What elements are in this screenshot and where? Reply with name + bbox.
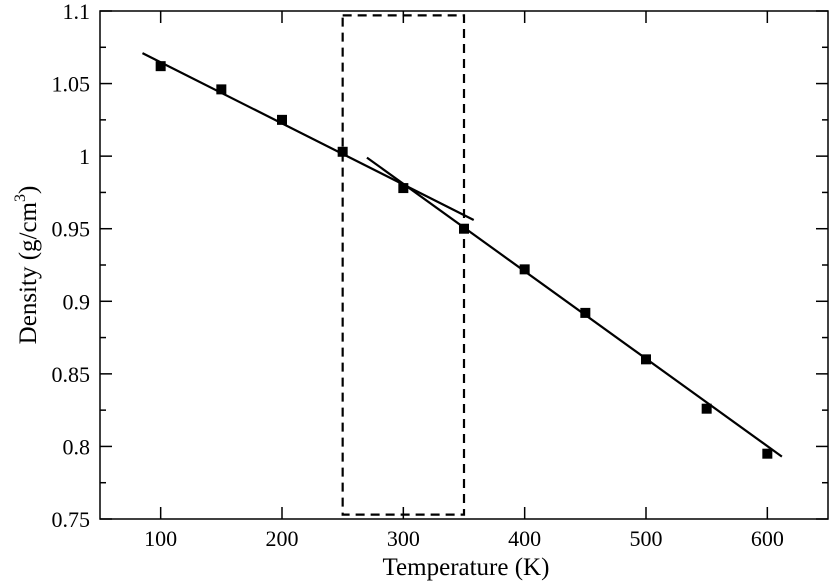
x-tick-label: 300 bbox=[387, 526, 420, 551]
y-axis-title-superscript: 3 bbox=[12, 194, 29, 202]
y-tick-label: 0.95 bbox=[52, 217, 91, 242]
y-tick-label: 0.8 bbox=[63, 434, 91, 459]
dashed-region-box bbox=[341, 14, 466, 516]
data-point bbox=[701, 403, 712, 414]
region-layer bbox=[341, 14, 466, 516]
y-axis-title-suffix: ) bbox=[15, 186, 42, 194]
fit-line bbox=[366, 156, 783, 458]
x-tick-label: 400 bbox=[508, 526, 541, 551]
fit-lines-layer bbox=[141, 52, 783, 458]
data-point bbox=[155, 61, 166, 72]
y-axis-title-text: Density (g/cm bbox=[15, 201, 42, 344]
y-tick-label: 1.05 bbox=[52, 72, 91, 97]
y-tick-label: 0.75 bbox=[52, 507, 91, 532]
data-point bbox=[459, 223, 469, 234]
data-point bbox=[580, 307, 591, 318]
y-tick-label: 1.1 bbox=[63, 0, 91, 24]
x-tick-label: 200 bbox=[266, 526, 299, 551]
data-points-layer bbox=[155, 61, 773, 459]
data-point bbox=[641, 354, 651, 365]
data-point bbox=[216, 84, 227, 95]
data-point bbox=[762, 448, 773, 459]
data-point bbox=[519, 264, 530, 275]
data-point bbox=[277, 114, 287, 125]
x-tick-label: 600 bbox=[751, 526, 784, 551]
x-tick-label: 100 bbox=[144, 526, 177, 551]
y-tick-label: 0.9 bbox=[63, 289, 91, 314]
y-axis-title: Density (g/cm3) bbox=[12, 186, 42, 345]
ticks-layer: 100 200 300 400 500 600 0.75 0.8 0.85 0.9 0.95 1 1.0… bbox=[52, 0, 828, 551]
data-point bbox=[398, 183, 409, 194]
x-tick-label: 500 bbox=[630, 526, 663, 551]
data-point bbox=[337, 146, 348, 157]
x-axis-title: Temperature (K) bbox=[383, 554, 550, 581]
y-tick-label: 1 bbox=[79, 144, 90, 169]
y-tick-label: 0.85 bbox=[52, 362, 91, 387]
fit-line bbox=[141, 52, 475, 221]
